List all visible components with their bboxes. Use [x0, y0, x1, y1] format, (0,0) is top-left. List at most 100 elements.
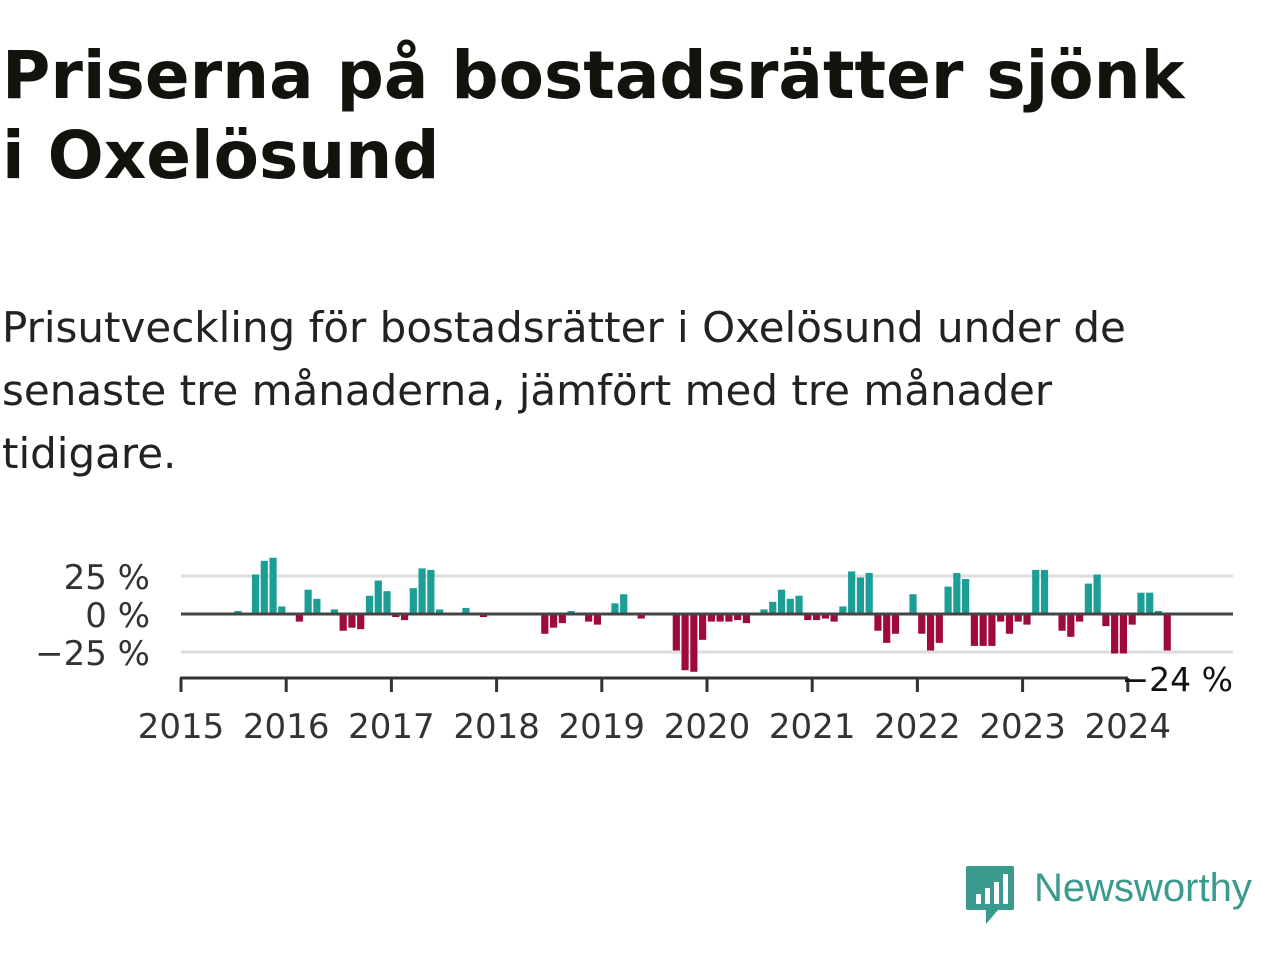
bar	[1093, 574, 1101, 614]
bar	[804, 614, 812, 621]
bar	[795, 595, 803, 614]
bar	[1137, 592, 1145, 614]
bar	[436, 609, 444, 614]
bar	[1058, 614, 1066, 631]
y-tick-label: −25 %	[35, 634, 150, 674]
bar	[1102, 614, 1110, 627]
x-tick-label: 2016	[243, 707, 330, 740]
bar	[567, 610, 575, 614]
bar	[769, 601, 777, 614]
bar	[374, 580, 382, 614]
y-tick-label: 0 %	[85, 596, 150, 636]
bar	[295, 614, 303, 622]
x-tick-label: 2015	[138, 707, 225, 740]
bar	[1154, 610, 1163, 614]
annotation: −24 %	[1122, 660, 1234, 699]
bar	[734, 614, 742, 621]
x-tick-label: 2017	[348, 707, 435, 740]
bar	[891, 614, 900, 634]
bar	[479, 614, 488, 618]
bar	[690, 614, 698, 672]
bar	[541, 614, 549, 634]
y-axis-ticks: 25 %0 %−25 %	[35, 558, 150, 674]
bar	[988, 614, 996, 646]
chart-title: Priserna på bostadsrätter sjönk i Oxelös…	[2, 37, 1185, 194]
bar	[1075, 614, 1084, 622]
bar	[585, 614, 593, 622]
bar	[1032, 569, 1040, 614]
bar	[944, 586, 952, 614]
bar	[953, 572, 961, 614]
bar	[1067, 614, 1075, 637]
bar	[918, 614, 926, 634]
bar	[742, 614, 751, 624]
bar	[1163, 614, 1171, 651]
bar	[1119, 614, 1128, 654]
bar	[812, 614, 821, 621]
bar	[830, 614, 838, 622]
annotation-label: −24 %	[1122, 660, 1234, 699]
x-tick-label: 2022	[874, 707, 961, 740]
bar	[392, 614, 400, 618]
x-tick-label: 2019	[559, 707, 646, 740]
bars	[234, 557, 1171, 672]
x-tick-label: 2024	[1085, 707, 1172, 740]
bar	[1005, 614, 1014, 634]
bar	[874, 614, 882, 631]
x-axis-ticks: 2015 2016 2017 2018 2019 2020 2021 2022 2023 2024	[138, 678, 1171, 740]
bar	[427, 569, 435, 614]
bar	[699, 614, 707, 640]
bar	[348, 614, 356, 628]
grid-lines	[181, 574, 1233, 654]
bar	[637, 614, 645, 619]
bar	[549, 614, 558, 628]
bar	[786, 598, 794, 614]
bar	[725, 614, 733, 622]
bar	[856, 577, 865, 614]
bar	[383, 591, 391, 614]
bar	[304, 589, 312, 614]
bar	[558, 614, 566, 624]
bar	[997, 614, 1005, 622]
x-tick-label: 2021	[769, 707, 856, 740]
bar	[269, 557, 277, 614]
bar	[1128, 614, 1136, 625]
bar	[1084, 583, 1092, 614]
bar	[593, 614, 602, 625]
bar	[357, 614, 365, 630]
bar	[707, 614, 715, 622]
bar	[1111, 614, 1119, 654]
bar	[883, 614, 891, 643]
bar	[1040, 569, 1049, 614]
bar	[313, 598, 321, 614]
bar	[970, 614, 978, 646]
bar	[462, 607, 470, 614]
bar	[330, 609, 339, 614]
bar	[821, 614, 829, 619]
bar	[1146, 592, 1154, 614]
bar	[339, 614, 347, 631]
bar	[716, 614, 724, 622]
bar	[278, 606, 286, 614]
bar	[909, 594, 917, 614]
bar	[611, 603, 619, 614]
bar	[935, 614, 943, 643]
bar	[620, 594, 628, 614]
y-tick-label: 25 %	[64, 558, 150, 598]
x-tick-label: 2018	[453, 707, 540, 740]
bar	[234, 610, 242, 614]
bar-chart: 25 %0 %−25 % 2015 2016 2017 2018 2019 2020 202…	[35, 557, 1234, 740]
bar	[672, 614, 680, 651]
brand-name: Newsworthy	[1034, 866, 1252, 910]
bar	[760, 609, 768, 614]
bar	[979, 614, 987, 646]
bar	[926, 614, 935, 651]
bar	[260, 560, 268, 614]
bar	[251, 574, 260, 614]
bar	[962, 579, 970, 614]
chart-subtitle: Prisutveckling för bostadsrätter i Oxelö…	[2, 303, 1126, 478]
bar	[1023, 614, 1031, 625]
bar	[777, 589, 786, 614]
bar-chart-speech-bubble-icon	[966, 866, 1014, 924]
bar	[1014, 614, 1022, 622]
